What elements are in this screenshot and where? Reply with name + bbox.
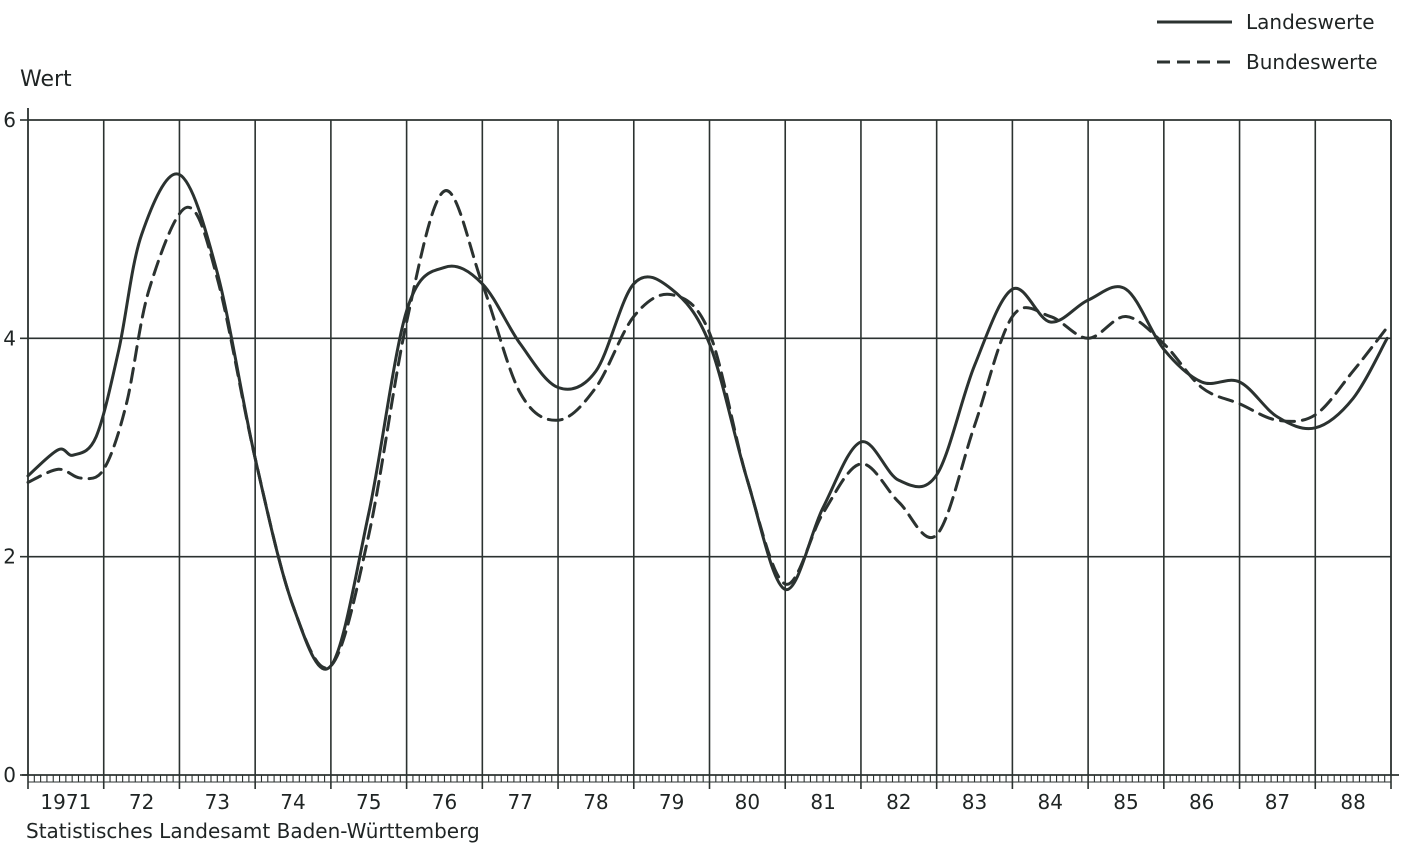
y-tick-label: 4 (3, 326, 16, 350)
x-tick-label: 82 (886, 790, 911, 814)
plot-frame (27, 108, 1392, 775)
legend-label-landeswerte: Landeswerte (1246, 10, 1375, 34)
x-tick-label: 86 (1189, 790, 1214, 814)
x-tick-label: 73 (205, 790, 230, 814)
x-tick-label: 1971 (40, 790, 91, 814)
y-tick-label: 0 (3, 763, 16, 787)
source-note: Statistisches Landesamt Baden-Württember… (26, 819, 480, 843)
x-tick-label: 77 (507, 790, 532, 814)
x-tick-label: 74 (280, 790, 305, 814)
x-tick-label: 76 (432, 790, 457, 814)
y-tick-label: 6 (3, 108, 16, 132)
y-axis-label: Wert (20, 67, 72, 92)
x-tick-label: 83 (962, 790, 987, 814)
x-tick-label: 72 (129, 790, 154, 814)
x-tick-label: 80 (735, 790, 760, 814)
series-group (26, 172, 1389, 671)
x-tick-label: 87 (1265, 790, 1290, 814)
x-tick-label: 84 (1038, 790, 1063, 814)
axes: 0 2 4 6 1971 72 73 74 75 76 77 78 79 80 81 82 83 84 85 86 87… (3, 108, 1399, 814)
y-tick-label: 2 (3, 545, 16, 569)
grid (28, 120, 1391, 775)
legend-label-bundeswerte: Bundeswerte (1246, 50, 1378, 74)
x-tick-label: 79 (659, 790, 684, 814)
x-tick-label: 81 (810, 790, 835, 814)
series-line-bundeswerte (26, 189, 1389, 670)
legend: Landeswerte Bundeswerte (1157, 10, 1378, 74)
x-tick-label: 88 (1340, 790, 1365, 814)
series-line-landeswerte (26, 172, 1389, 671)
x-tick-label: 78 (583, 790, 608, 814)
x-tick-label: 75 (356, 790, 381, 814)
x-tick-label: 85 (1113, 790, 1138, 814)
